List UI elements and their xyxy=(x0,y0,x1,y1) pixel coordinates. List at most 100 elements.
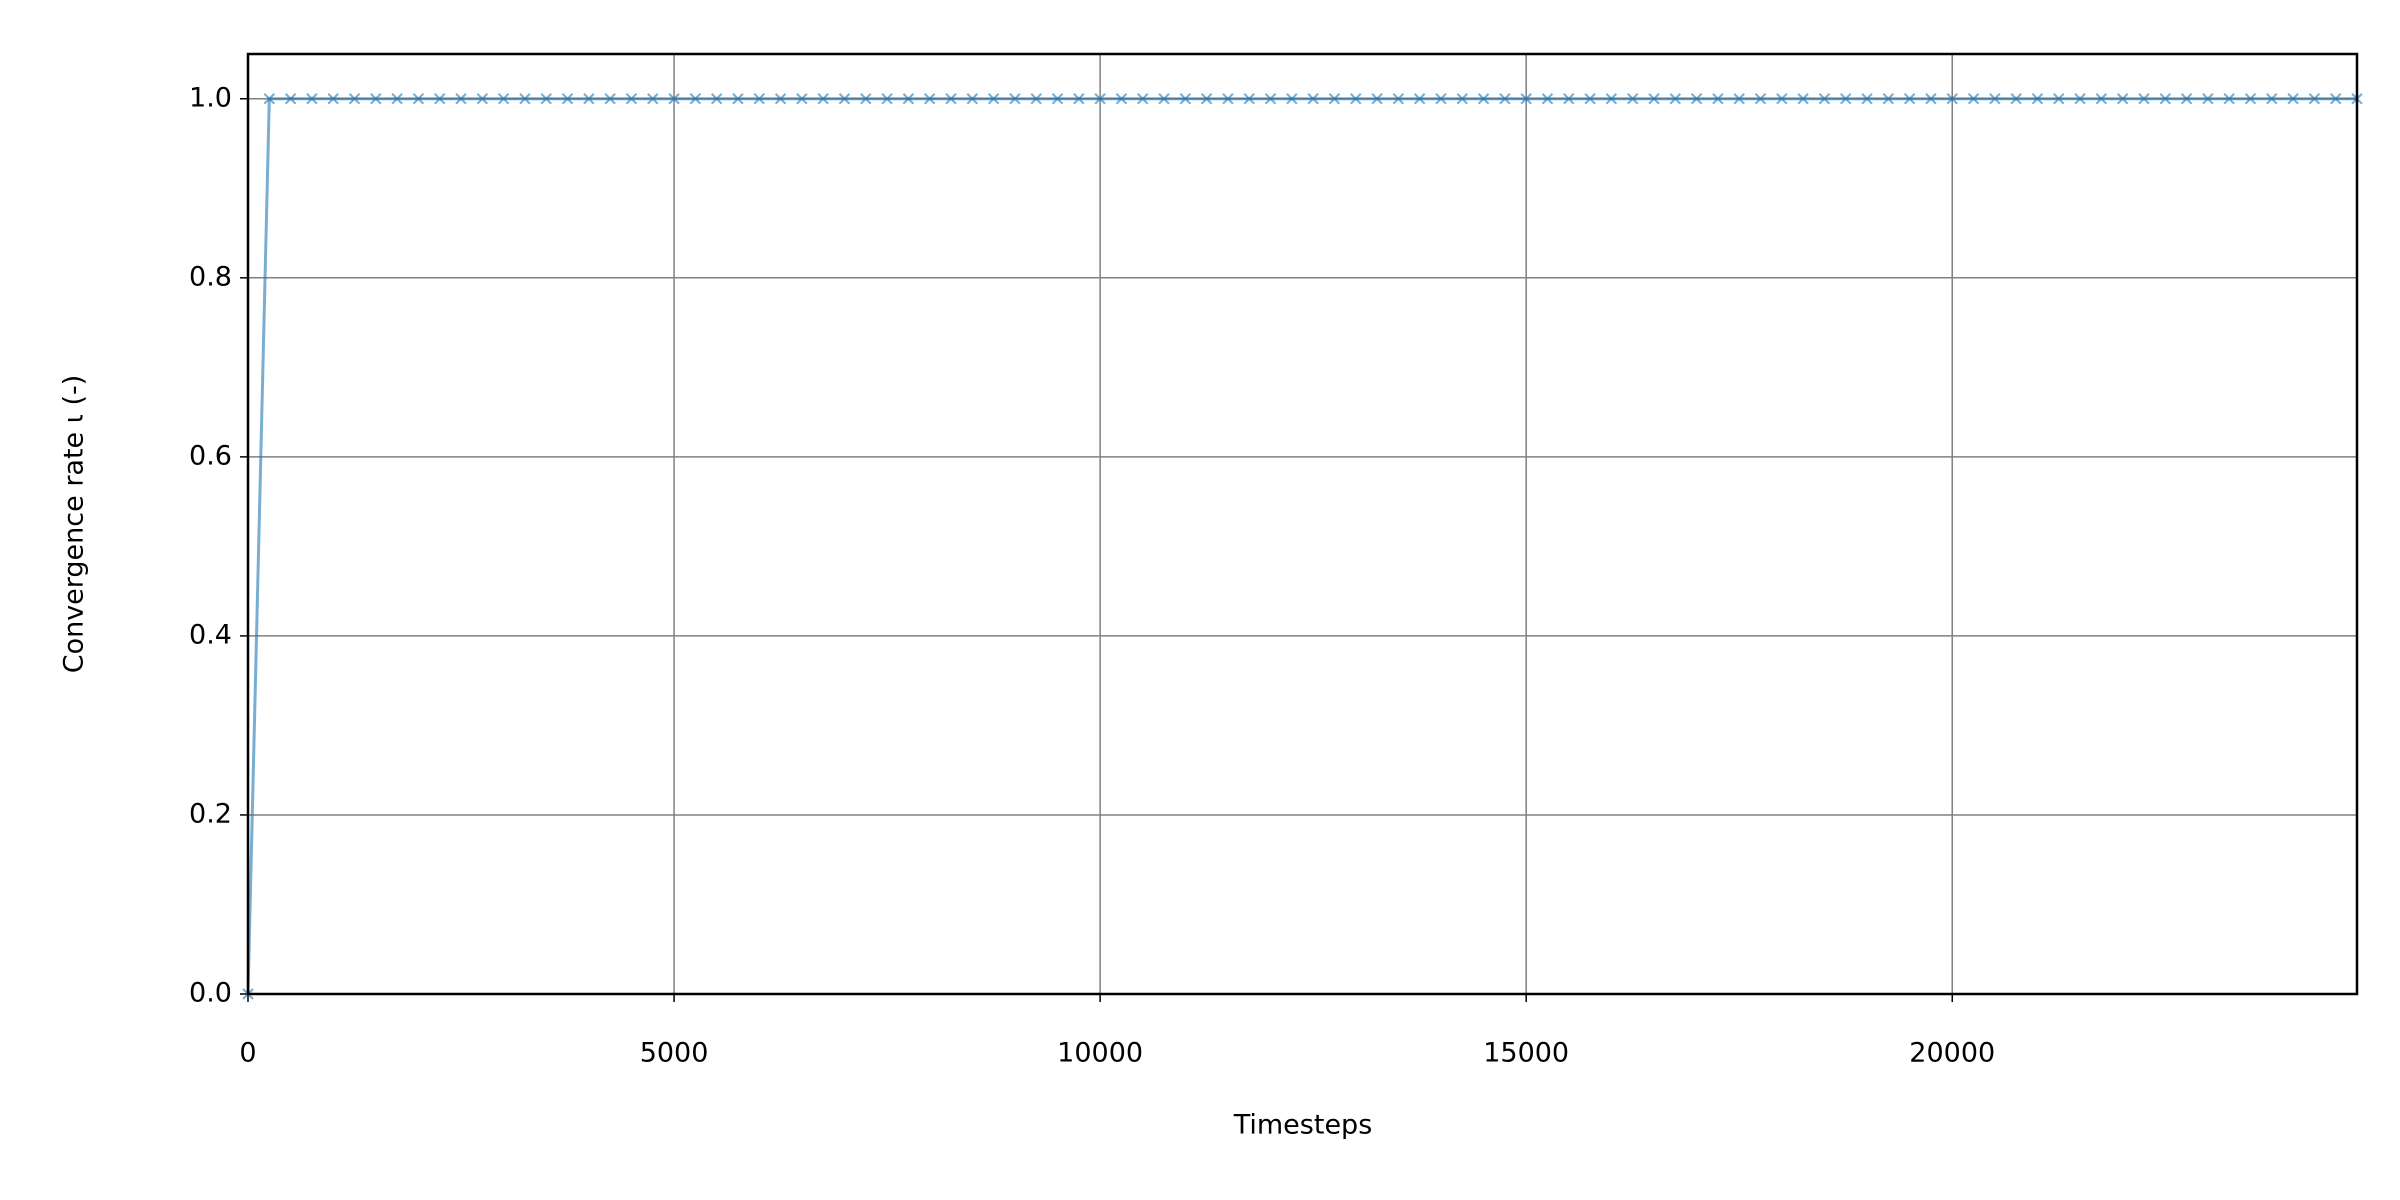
point-marker xyxy=(434,93,446,105)
point-marker xyxy=(1797,93,1809,105)
point-marker xyxy=(796,93,808,105)
y-tick-label: 0.8 xyxy=(189,261,232,292)
point-marker xyxy=(2266,93,2278,105)
point-marker xyxy=(2116,93,2129,105)
point-marker xyxy=(306,93,318,105)
x-tick-label: 0 xyxy=(239,1038,256,1069)
point-marker xyxy=(1840,93,1852,105)
point-marker xyxy=(625,93,638,105)
point-marker xyxy=(1115,93,1128,105)
point-marker xyxy=(1264,93,1277,105)
point-marker xyxy=(2308,93,2321,105)
point-marker xyxy=(817,93,829,105)
point-marker xyxy=(2159,93,2171,105)
point-marker xyxy=(2223,93,2235,105)
point-marker xyxy=(1818,93,1831,105)
point-marker xyxy=(2053,93,2065,105)
point-marker xyxy=(1946,93,1958,105)
point-marker xyxy=(1051,93,1064,105)
point-marker xyxy=(1563,93,1575,105)
y-tick-label: 1.0 xyxy=(189,82,232,113)
plot-frame xyxy=(246,52,2359,996)
point-marker xyxy=(668,93,680,105)
point-marker xyxy=(1712,93,1724,105)
point-marker xyxy=(1733,93,1745,105)
point-marker xyxy=(966,93,979,105)
point-marker xyxy=(881,93,893,105)
point-marker xyxy=(519,93,531,105)
point-marker xyxy=(732,93,744,105)
point-marker xyxy=(370,93,382,105)
point-marker xyxy=(2031,93,2044,105)
point-marker xyxy=(1179,93,1192,105)
y-tick-label: 0.6 xyxy=(189,440,232,471)
point-marker xyxy=(1350,93,1362,105)
point-marker xyxy=(838,93,851,105)
point-marker xyxy=(753,93,765,105)
point-marker xyxy=(1861,93,1873,105)
point-marker xyxy=(1903,93,1916,105)
point-marker xyxy=(1477,93,1490,105)
series-line xyxy=(246,97,2357,995)
point-marker xyxy=(284,93,297,105)
point-marker xyxy=(774,93,787,105)
point-marker xyxy=(1286,93,1298,105)
point-marker xyxy=(476,93,489,105)
point-marker xyxy=(455,93,467,105)
point-marker xyxy=(2287,93,2299,105)
y-tick-label: 0.2 xyxy=(189,798,232,829)
point-marker xyxy=(2010,93,2022,105)
point-marker xyxy=(263,93,276,105)
x-tick-label: 20000 xyxy=(1909,1038,1995,1069)
point-marker xyxy=(1009,93,1021,105)
x-axis-label: Timesteps xyxy=(1233,1110,1373,1141)
point-marker xyxy=(1690,93,1703,105)
point-marker xyxy=(1499,93,1511,105)
y-tick-label: 0.4 xyxy=(189,619,232,650)
point-marker xyxy=(647,93,659,105)
point-marker xyxy=(923,93,936,105)
point-marker xyxy=(540,93,552,105)
point-marker xyxy=(412,93,425,105)
point-marker xyxy=(1669,93,1682,105)
point-marker xyxy=(902,93,915,105)
point-marker xyxy=(987,93,1000,105)
point-marker xyxy=(1776,93,1788,105)
point-marker xyxy=(1626,93,1639,105)
point-marker xyxy=(1413,93,1426,105)
point-marker xyxy=(1030,93,1042,105)
point-marker xyxy=(497,93,510,105)
point-marker xyxy=(1371,93,1383,105)
point-marker xyxy=(1307,93,1319,105)
point-marker xyxy=(1435,93,1447,105)
y-tick-label: 0.0 xyxy=(189,978,232,1009)
point-marker xyxy=(1328,93,1341,105)
point-marker xyxy=(2095,93,2108,105)
y-axis-label: Convergence rate ι (-) xyxy=(59,375,90,674)
point-marker xyxy=(561,93,574,105)
point-marker xyxy=(604,93,616,105)
x-tick-label: 10000 xyxy=(1057,1038,1143,1069)
point-marker xyxy=(1243,93,1255,105)
point-marker xyxy=(1754,93,1767,105)
point-marker xyxy=(1137,93,1149,105)
point-marker xyxy=(710,93,723,105)
point-marker xyxy=(1456,93,1468,105)
point-marker xyxy=(1392,93,1405,105)
point-marker xyxy=(1925,93,1937,105)
point-marker xyxy=(391,93,403,105)
point-marker xyxy=(2329,93,2342,105)
point-marker xyxy=(2074,93,2086,105)
point-marker xyxy=(1520,93,1532,105)
point-marker xyxy=(1200,93,1213,105)
point-marker xyxy=(1541,93,1554,105)
point-marker xyxy=(1158,93,1170,105)
point-marker xyxy=(327,93,339,105)
point-marker xyxy=(1648,93,1660,105)
point-marker xyxy=(1882,93,1895,105)
point-marker xyxy=(860,93,872,105)
point-marker xyxy=(2138,93,2150,105)
point-marker xyxy=(1073,93,1085,105)
point-marker xyxy=(2202,93,2214,105)
point-marker xyxy=(1584,93,1596,105)
